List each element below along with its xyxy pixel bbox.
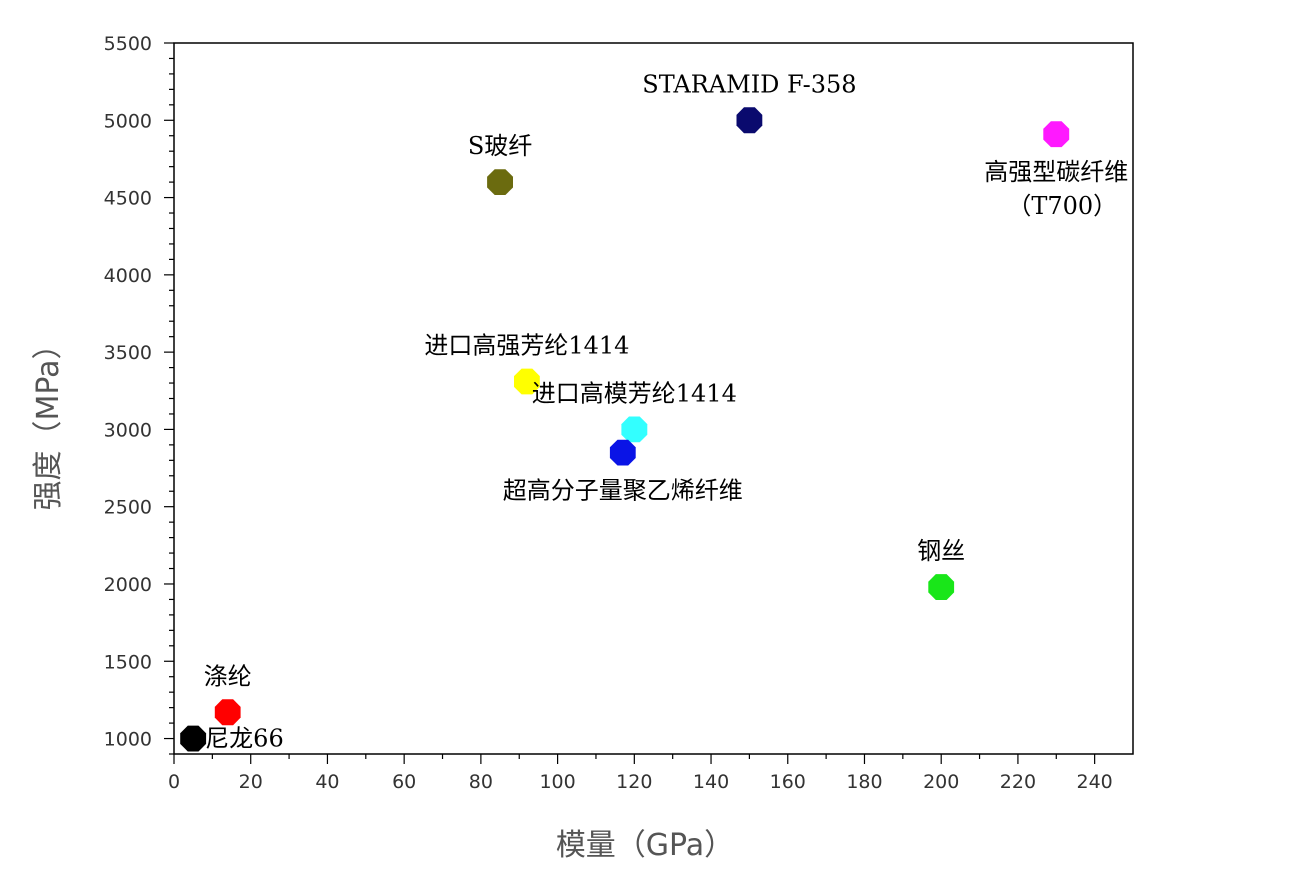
point-label: 进口高强芳纶1414: [424, 331, 629, 359]
y-tick-label: 5500: [104, 33, 152, 55]
data-point: [514, 368, 540, 395]
y-tick-label: 1000: [104, 729, 152, 751]
data-point: [621, 416, 648, 443]
y-tick-label: 2000: [104, 574, 152, 596]
y-tick-label: 2500: [104, 497, 152, 519]
x-tick-label: 120: [616, 771, 652, 793]
y-tick-label: 1500: [104, 651, 152, 673]
x-tick-label: 80: [469, 771, 493, 793]
data-points: [180, 107, 1070, 752]
y-axis-ticks: 1000 1500 2000 2500 3000 3500 4000 4500 5000 5500: [104, 33, 174, 755]
y-tick-label: 3000: [104, 419, 152, 441]
point-sublabel: （T700）: [1007, 192, 1117, 220]
x-tick-label: 220: [1000, 771, 1036, 793]
point-label: 超高分子量聚乙烯纤维: [503, 477, 743, 505]
point-label: S玻纤: [468, 132, 532, 160]
y-tick-label: 4000: [104, 265, 152, 287]
data-point: [180, 725, 207, 752]
point-label: 涤纶: [204, 662, 252, 690]
data-point: [487, 169, 513, 195]
data-point: [609, 439, 636, 466]
data-point: [736, 107, 763, 134]
data-point: [214, 699, 241, 726]
x-axis-ticks: 0 20 40 60 80 100 120 140 160 180 200 220 240: [168, 754, 1113, 793]
x-tick-label: 60: [392, 771, 416, 793]
point-label: 尼龙66: [205, 725, 284, 753]
point-label: 高强型碳纤维: [984, 158, 1128, 186]
x-tick-label: 100: [539, 771, 575, 793]
x-tick-label: 160: [770, 771, 806, 793]
x-tick-label: 140: [693, 771, 729, 793]
x-tick-label: 40: [315, 771, 339, 793]
y-axis-title: 强度（MPa）: [31, 329, 66, 510]
x-tick-label: 200: [923, 771, 959, 793]
point-label: 进口高模芳纶1414: [532, 379, 737, 407]
point-label: 钢丝: [917, 537, 965, 565]
x-tick-label: 0: [168, 771, 180, 793]
x-tick-label: 240: [1077, 771, 1113, 793]
x-tick-label: 20: [239, 771, 263, 793]
data-point: [928, 574, 955, 600]
x-tick-label: 180: [846, 771, 882, 793]
y-tick-label: 3500: [104, 342, 152, 364]
y-tick-label: 4500: [104, 188, 152, 210]
y-tick-label: 5000: [104, 110, 152, 132]
x-axis-title: 模量（GPa）: [556, 828, 734, 863]
point-label: STARAMID F-358: [642, 70, 856, 98]
data-point: [1043, 121, 1070, 148]
